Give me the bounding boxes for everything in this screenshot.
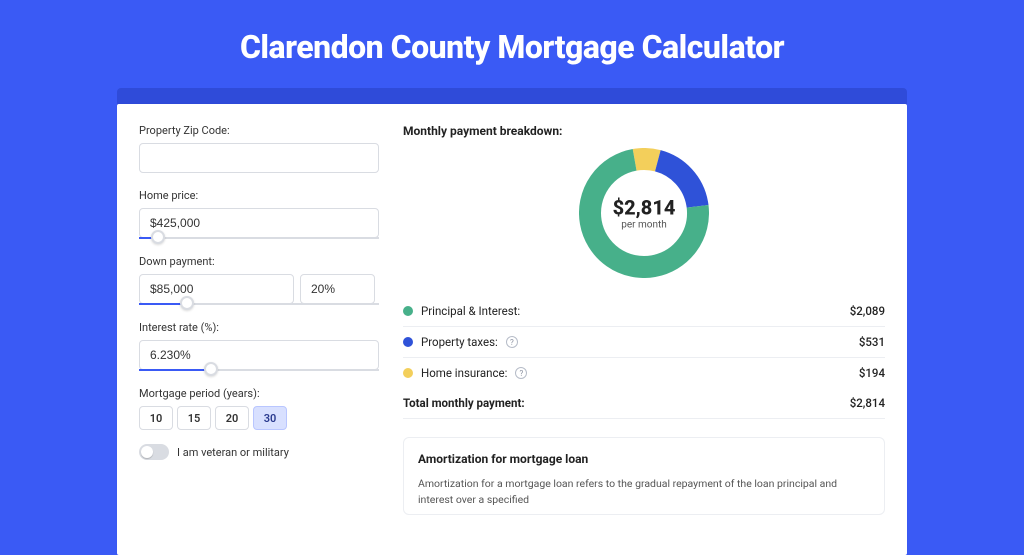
hero: Clarendon County Mortgage Calculator	[0, 0, 1024, 88]
form-column: Property Zip Code: Home price: Down paym…	[139, 124, 379, 515]
interest-block: Interest rate (%):	[139, 321, 379, 371]
down-payment-amount-input[interactable]	[139, 274, 294, 304]
period-option-15[interactable]: 15	[177, 406, 211, 430]
amortization-title: Amortization for mortgage loan	[418, 452, 870, 466]
legend-dot	[403, 306, 413, 316]
legend-value: $194	[859, 366, 885, 380]
period-option-10[interactable]: 10	[139, 406, 173, 430]
interest-label: Interest rate (%):	[139, 321, 379, 334]
total-row: Total monthly payment: $2,814	[403, 388, 885, 419]
period-block: Mortgage period (years): 10 15 20 30	[139, 387, 379, 430]
veteran-label: I am veteran or military	[177, 446, 289, 459]
home-price-block: Home price:	[139, 189, 379, 239]
zip-input[interactable]	[139, 143, 379, 173]
legend-dot	[403, 337, 413, 347]
total-value: $2,814	[850, 396, 885, 410]
legend-row: Home insurance:? $194	[403, 358, 885, 388]
home-price-input[interactable]	[139, 208, 379, 238]
period-label: Mortgage period (years):	[139, 387, 379, 400]
breakdown-title: Monthly payment breakdown:	[403, 124, 885, 138]
amortization-card: Amortization for mortgage loan Amortizat…	[403, 437, 885, 515]
legend-row: Principal & Interest: $2,089	[403, 296, 885, 327]
home-price-label: Home price:	[139, 189, 379, 202]
slider-handle[interactable]	[204, 362, 218, 376]
down-payment-label: Down payment:	[139, 255, 379, 268]
zip-label: Property Zip Code:	[139, 124, 379, 137]
info-icon[interactable]: ?	[515, 367, 527, 379]
donut-center: $2,814 per month	[613, 196, 676, 231]
info-icon[interactable]: ?	[506, 336, 518, 348]
total-label: Total monthly payment:	[403, 396, 525, 410]
zip-field-block: Property Zip Code:	[139, 124, 379, 173]
veteran-toggle[interactable]	[139, 444, 169, 460]
period-option-20[interactable]: 20	[215, 406, 249, 430]
down-payment-block: Down payment:	[139, 255, 379, 305]
amortization-body: Amortization for a mortgage loan refers …	[418, 476, 870, 508]
donut-value: $2,814	[613, 196, 676, 220]
legend-dot	[403, 368, 413, 378]
legend-label: Property taxes:	[421, 335, 498, 349]
calculator-panel: Property Zip Code: Home price: Down paym…	[117, 104, 907, 555]
donut-sub: per month	[613, 220, 676, 231]
home-price-slider[interactable]	[139, 237, 379, 239]
veteran-toggle-row: I am veteran or military	[139, 444, 379, 460]
page-title: Clarendon County Mortgage Calculator	[0, 28, 1024, 66]
legend-value: $2,089	[850, 304, 885, 318]
legend-value: $531	[859, 335, 885, 349]
slider-handle[interactable]	[151, 230, 165, 244]
donut-chart: $2,814 per month	[403, 148, 885, 278]
down-payment-percent-input[interactable]	[300, 274, 375, 304]
period-option-30[interactable]: 30	[253, 406, 287, 430]
legend-label: Principal & Interest:	[421, 304, 520, 318]
slider-handle[interactable]	[180, 296, 194, 310]
breakdown-column: Monthly payment breakdown: $2,814 per mo…	[403, 124, 885, 515]
down-payment-slider[interactable]	[139, 303, 379, 305]
legend-label: Home insurance:	[421, 366, 507, 380]
period-options: 10 15 20 30	[139, 406, 379, 430]
interest-input[interactable]	[139, 340, 379, 370]
interest-slider[interactable]	[139, 369, 379, 371]
legend-row: Property taxes:? $531	[403, 327, 885, 358]
